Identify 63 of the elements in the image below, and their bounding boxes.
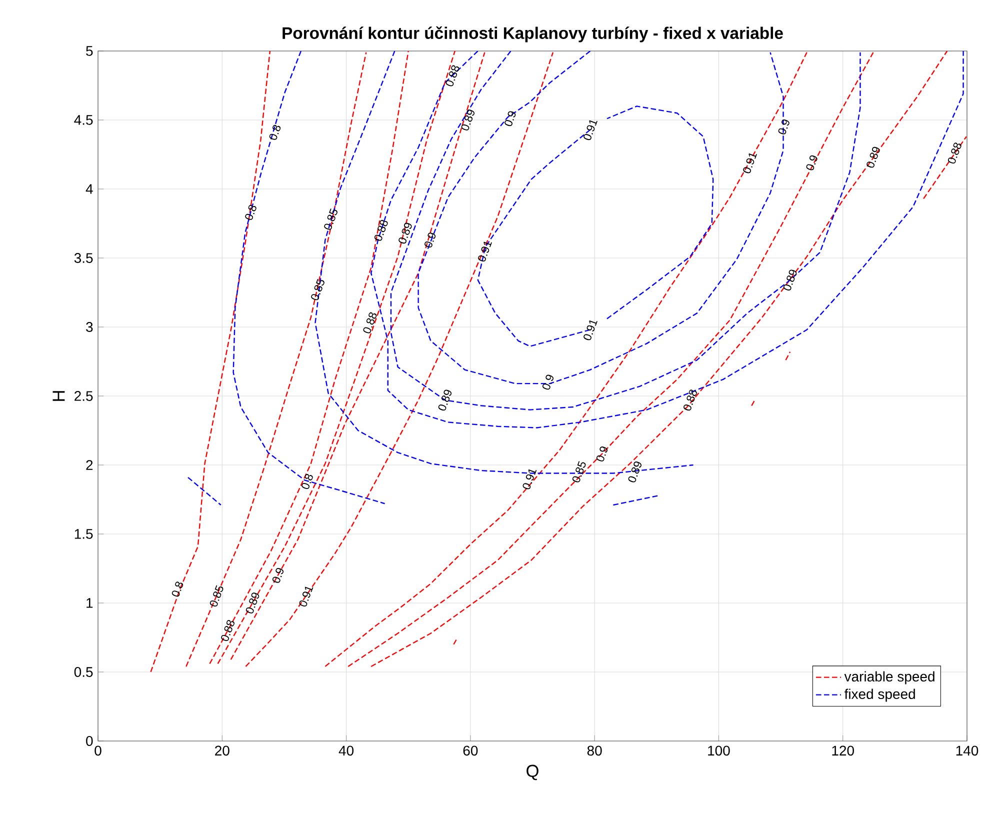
legend-label: fixed speed <box>844 688 915 702</box>
y-tick-label: 3 <box>86 322 93 332</box>
y-tick-label: 2 <box>86 460 93 470</box>
line-series <box>150 50 271 673</box>
annotation: 0.8 <box>269 124 281 140</box>
y-tick-label: 2.5 <box>74 391 93 401</box>
x-tick-label: 60 <box>463 746 478 756</box>
y-tick-label: 1.5 <box>74 529 93 539</box>
line-series <box>245 52 554 668</box>
annotation: 0.88 <box>221 620 234 642</box>
x-tick-label: 20 <box>215 746 230 756</box>
y-tick-label: 4 <box>86 184 93 194</box>
annotation: 0.89 <box>628 462 642 482</box>
y-tick-label: 5 <box>86 46 93 56</box>
annotation: 0.88 <box>363 312 377 334</box>
annotation: 0.9 <box>596 446 608 462</box>
annotation: 0.85 <box>324 208 338 230</box>
annotation: 0.91 <box>743 153 757 174</box>
annotation: 0.85 <box>311 278 324 300</box>
annotation: 0.89 <box>246 592 260 614</box>
x-tick-label: 120 <box>832 746 854 756</box>
line-series <box>390 50 861 410</box>
annotation: 0.88 <box>684 390 697 411</box>
annotation: 0.9 <box>272 568 284 583</box>
annotation: 0.8 <box>302 474 313 490</box>
annotation: 0.91 <box>522 469 537 490</box>
annotation: 0.88 <box>446 65 460 86</box>
line-series <box>324 52 808 668</box>
y-tick-label: 0.5 <box>74 667 93 677</box>
annotation: 0.9 <box>806 155 818 170</box>
y-tick-label: 1 <box>86 598 93 608</box>
annotation: 0.8 <box>245 204 256 220</box>
y-tick-label: 0 <box>86 736 93 746</box>
x-tick-label: 140 <box>956 746 978 756</box>
annotation: 0.88 <box>948 142 962 164</box>
annotation: 0.91 <box>584 120 598 140</box>
annotation: 0.9 <box>778 120 790 134</box>
annotation: 0.8 <box>172 582 184 597</box>
y-tick-label: 4.5 <box>74 115 93 125</box>
annotation: 0.89 <box>438 390 452 411</box>
chart-title: Porovnání kontur účinnosti Kaplanovy turbíny - fixed x variable <box>282 26 783 42</box>
annotation: 0.85 <box>210 585 224 607</box>
annotation: 0.85 <box>572 461 586 482</box>
annotation: 0.9 <box>542 374 554 390</box>
annotation: 0.9 <box>504 111 516 126</box>
annotation: 0.89 <box>398 222 412 244</box>
legend-label: variable speed <box>844 671 934 684</box>
annotation: 0.9 <box>424 232 436 248</box>
x-tick-label: 0 <box>94 746 102 756</box>
x-tick-label: 100 <box>708 746 730 756</box>
y-axis-title: H <box>52 391 65 401</box>
x-tick-label: 40 <box>338 746 354 756</box>
annotation: 0.88 <box>374 220 388 241</box>
annotation: 0.89 <box>783 270 797 290</box>
x-tick-label: 80 <box>587 746 602 756</box>
x-axis-title: Q <box>526 764 538 780</box>
annotation: 0.89 <box>866 146 880 168</box>
annotation: 0.89 <box>461 110 475 130</box>
line-series <box>606 106 714 320</box>
y-tick-label: 3.5 <box>74 253 93 263</box>
annotation: 0.91 <box>299 586 314 607</box>
annotation: 0.91 <box>478 242 492 262</box>
annotation: 0.91 <box>584 320 598 340</box>
